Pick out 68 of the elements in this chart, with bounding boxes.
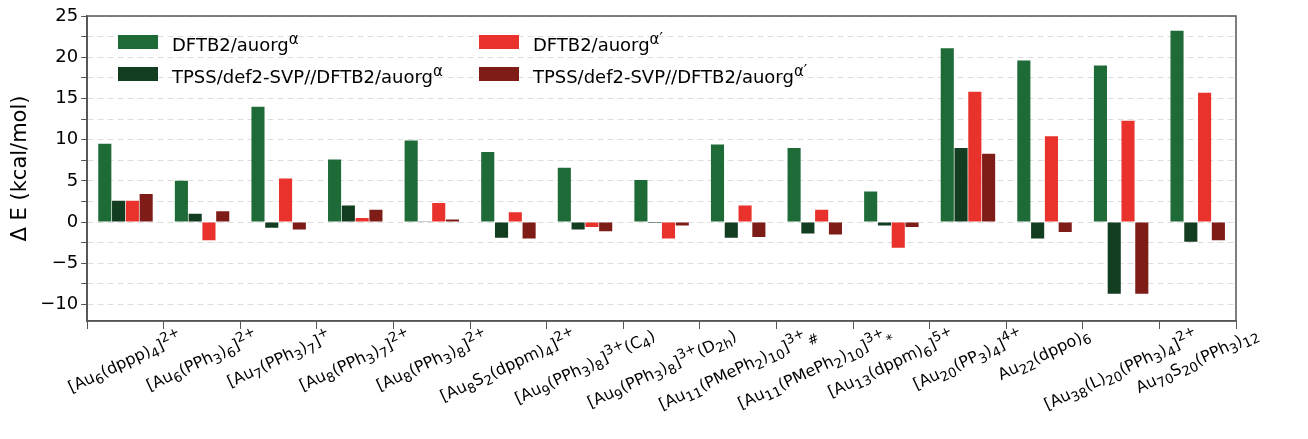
bar: [1211, 222, 1225, 241]
bar: [661, 222, 676, 239]
bar: [279, 178, 293, 222]
bar: [1093, 65, 1107, 222]
y-tick-label: −5: [51, 250, 79, 272]
bar: [968, 91, 982, 222]
bar: [216, 211, 230, 222]
y-tick-label: 15: [55, 86, 79, 108]
bar: [940, 48, 954, 222]
bar: [1198, 92, 1212, 222]
bar: [1044, 136, 1058, 222]
bar: [355, 217, 369, 222]
bar: [202, 222, 216, 241]
bar: [801, 222, 815, 234]
y-tick-label: −10: [40, 292, 79, 314]
bar: [494, 222, 509, 238]
bar: [481, 152, 495, 222]
bar: [174, 180, 188, 222]
bar: [1017, 60, 1031, 222]
bar: [188, 213, 202, 222]
y-tick-label: 10: [55, 127, 79, 149]
bar: [251, 106, 265, 222]
bar: [724, 222, 738, 238]
legend-label: TPSS/def2-SVP//DFTB2/auorg$^{α}$: [172, 61, 443, 87]
legend-label: TPSS/def2-SVP//DFTB2/auorg$^{α′}$: [532, 61, 808, 87]
bar: [634, 180, 648, 222]
bar: [752, 222, 766, 237]
legend-label: DFTB2/auorg$^{α′}$: [532, 29, 663, 55]
bar: [1107, 222, 1121, 294]
bar: [292, 222, 306, 230]
y-tick-label: 25: [55, 3, 79, 25]
bar: [599, 222, 613, 232]
bar: [328, 159, 342, 222]
bar: [369, 209, 383, 222]
bar: [125, 200, 139, 222]
bar: [557, 167, 571, 222]
legend-label: DFTB2/auorg$^{α}$: [172, 29, 299, 55]
bar: [139, 194, 153, 222]
bar: [891, 222, 905, 248]
bar: [954, 147, 968, 222]
y-tick-label: 5: [66, 168, 79, 190]
bar: [710, 144, 725, 222]
bar: [905, 222, 919, 228]
bar: [1121, 120, 1135, 222]
y-tick-label: 20: [55, 44, 79, 66]
bar: [1184, 222, 1198, 242]
bar: [1031, 222, 1045, 239]
bar: [738, 205, 752, 222]
bar: [404, 140, 418, 222]
bar: [1058, 222, 1072, 232]
bar: [265, 222, 279, 228]
bar: [815, 209, 829, 222]
bar: [98, 143, 112, 222]
bar: [508, 212, 522, 222]
bar: [571, 222, 585, 230]
bar: [828, 222, 842, 235]
bar: [787, 147, 801, 222]
bar: [522, 222, 536, 239]
bar: [112, 200, 126, 222]
bar: [1170, 30, 1184, 222]
bar: [982, 153, 996, 222]
bar: [432, 203, 446, 222]
bar: [864, 191, 878, 222]
bar: [1135, 222, 1149, 294]
bar: [585, 222, 599, 228]
bar: [341, 205, 355, 222]
y-axis-title: Δ E (kcal/mol): [7, 95, 32, 242]
y-tick-label: 0: [66, 209, 79, 231]
